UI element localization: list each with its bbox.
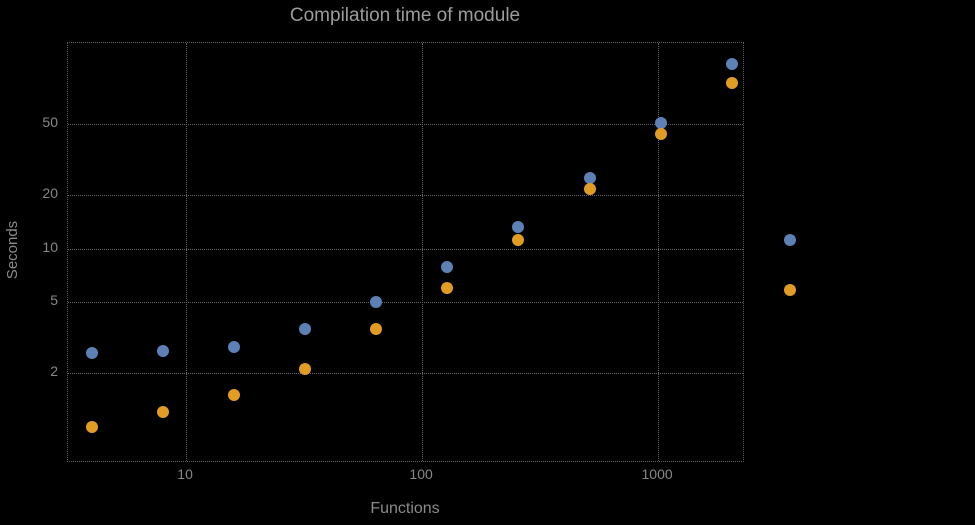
y-gridline [68, 195, 743, 196]
y-gridline [68, 124, 743, 126]
series-1-point [725, 58, 738, 70]
legend [784, 234, 796, 296]
series-2-point [583, 182, 596, 195]
series-2-point [725, 77, 738, 90]
x-gridline [658, 43, 660, 461]
series-2-point [228, 389, 241, 402]
series-2-point [512, 233, 525, 246]
series-2-point [157, 406, 170, 419]
series-2-point [370, 322, 383, 335]
x-axis-label: Functions [370, 500, 440, 517]
series-1-point [228, 340, 241, 353]
series-1-point [512, 220, 525, 233]
y-tick-label: 5 [50, 292, 58, 309]
x-tick-label: 100 [409, 466, 433, 482]
y-gridline [68, 302, 743, 304]
series-2-point [654, 128, 667, 141]
y-tick-label: 50 [42, 114, 58, 131]
y-gridline [68, 248, 743, 250]
series-1-point [157, 345, 170, 358]
series-1-point [299, 322, 312, 335]
series-2-point [86, 420, 99, 433]
y-tick-label: 10 [42, 238, 58, 255]
series-1-point [370, 296, 383, 309]
series-2-point [441, 282, 454, 295]
x-tick-label: 1000 [641, 466, 673, 482]
y-tick-label: 20 [42, 185, 58, 201]
series-1-point [654, 116, 667, 129]
series-1-point [441, 260, 454, 273]
series-2-point [299, 363, 312, 376]
series-1-point [86, 346, 99, 359]
chart-title: Compilation time of module [289, 5, 521, 26]
series-1-point [583, 171, 596, 184]
plot-area [67, 42, 744, 462]
series-1-legend-marker [784, 234, 796, 246]
y-gridline [68, 372, 743, 374]
x-tick-label: 10 [177, 466, 193, 482]
x-gridline [422, 43, 424, 461]
series-2-legend-marker [784, 284, 796, 296]
x-gridline [186, 43, 188, 461]
y-tick-label: 2 [50, 362, 58, 379]
